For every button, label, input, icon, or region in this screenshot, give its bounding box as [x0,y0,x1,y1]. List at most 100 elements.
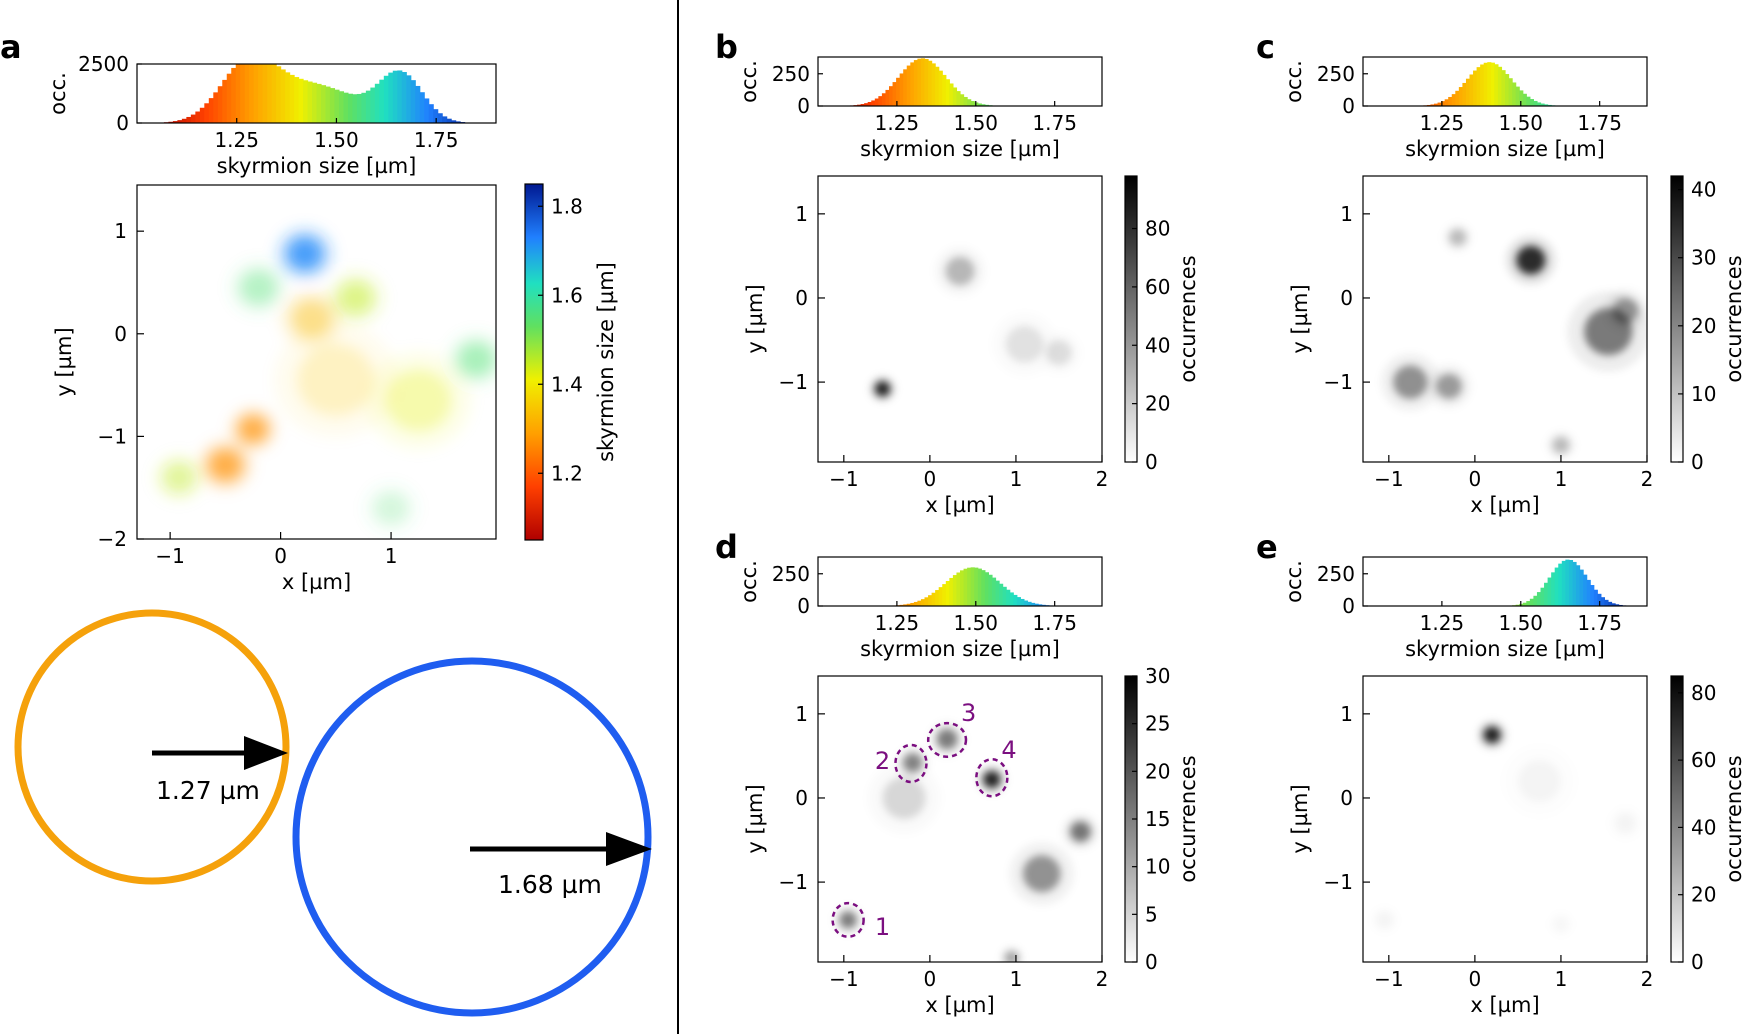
x-tick-label: −1 [155,544,184,568]
cluster-annotation-label: 3 [961,699,976,727]
histogram-bar [249,64,255,123]
histogram-bar [903,604,908,606]
x-tick-label: 0 [274,544,287,568]
histogram-bar [1551,572,1556,606]
histogram-bar [1002,586,1007,606]
histogram-bar [172,121,178,123]
y-axis-label: y [µm] [743,784,767,853]
histogram-bar [913,60,918,106]
large-radius-arrow-head [606,832,652,866]
density-blob [1483,726,1501,744]
histogram-ytick-label: 250 [772,562,810,586]
histogram-frame [1362,56,1648,107]
histogram-bar [1013,594,1018,606]
colorbar-tick-label: 80 [1691,681,1716,705]
colorbar-group: 0 5 10 15 20 25 30 occurrences [1124,664,1200,974]
size-circles: 1.27 µm 1.68 µm [14,609,652,1017]
histogram-xlabel: skyrmion size [µm] [1405,137,1605,161]
cluster-annotation-label: 2 [875,747,890,775]
histogram-bar [258,64,264,123]
x-tick-label: 2 [1641,467,1654,491]
histogram-bar [1536,592,1542,606]
density-blob [238,415,268,443]
histogram: 1.25 1.50 1.75 0 2500 skyrmion size [µm] occ. [46,52,497,178]
histogram-ytick-label: 250 [1317,62,1355,86]
histogram-xtick-label: 1.25 [875,611,920,635]
histogram-bar [952,575,958,606]
plot-background [818,176,1102,462]
histogram-bar [1558,563,1563,606]
density-map: −1 0 1 2 −1 0 1 x [µm] y [µm] [743,175,1108,517]
histogram-bar [1434,103,1439,106]
panel-b-chart: 1.25 1.50 1.75 0 250 skyrmion size [µm] occ. −1… [737,56,1200,517]
histogram-ytick-label: 0 [1342,594,1355,618]
histogram-bar [320,85,327,123]
histogram-bar [903,69,908,106]
histogram-bar [942,584,947,606]
histogram-xtick-label: 1.50 [954,111,999,135]
cluster-annotation-ellipse [975,758,1009,798]
histogram-bar [406,75,412,123]
histogram-bar [1483,62,1488,106]
histogram-bar [343,92,349,123]
histogram-bar [294,77,300,123]
histogram-bar [271,64,277,123]
histogram-xtick-label: 1.25 [1420,611,1465,635]
histogram-bar [267,64,273,123]
colorbar-tick-label: 40 [1145,333,1170,357]
x-tick-label: −1 [829,467,858,491]
histogram-bar [352,94,358,123]
colorbar-label: occurrences [1176,255,1200,382]
colorbar-tick-label: 0 [1145,450,1158,474]
histogram-bar [204,103,210,123]
histogram-bar [967,567,972,606]
x-axis-label: x [µm] [925,493,994,517]
histogram-bar [1540,587,1545,606]
histogram-bar [867,101,872,106]
histogram-bar [878,96,883,106]
plot-background [818,676,1102,962]
colorbar-tick-label: 0 [1691,950,1704,974]
histogram-bars [1512,559,1627,606]
density-blob [1552,916,1569,933]
histogram-bar [428,104,434,123]
histogram-ylabel: occ. [46,72,70,115]
histogram-bar [347,93,353,123]
histogram-bar [881,93,887,106]
histogram-bar [1561,560,1566,606]
density-map: −1 0 1 2 −1 0 1 x [µm] y [µm] [1288,675,1653,1017]
histogram-bar [253,64,259,123]
histogram-bar [1522,602,1527,606]
histogram-bar [1437,102,1442,106]
density-blob [903,753,923,772]
histogram-bar [361,92,367,123]
y-axis-label: y [µm] [1288,784,1312,853]
histogram-bar [370,87,376,123]
histogram-bar [1586,579,1591,606]
histogram-ylabel: occ. [737,60,761,103]
histogram-bar [231,67,237,123]
histogram-bar [1547,577,1552,606]
x-tick-label: 1 [1010,967,1023,991]
histogram-bar [388,72,394,123]
histogram-bar [892,82,897,106]
density-layer [154,227,496,533]
cluster-annotation-label: 4 [1001,736,1016,764]
histogram-bar [1023,600,1029,606]
histogram-bar [871,100,876,106]
x-axis-label: x [µm] [282,570,351,594]
density-map: −1 0 1 2 −1 0 1 x [µm] y [µm] [1288,175,1654,517]
cluster-annotation-ellipse [831,901,865,938]
histogram-bar [1038,604,1043,606]
colorbar-tick-label: 10 [1145,855,1170,879]
histogram-bars [1423,62,1556,106]
x-axis-label: x [µm] [1470,493,1539,517]
histogram-bar [917,58,922,106]
histogram-bar [1487,62,1492,106]
histogram-bar [860,104,865,106]
y-tick-label: −1 [779,870,808,894]
histogram-bar [1554,567,1559,606]
histogram-bar [419,92,425,123]
histogram-xlabel: skyrmion size [µm] [860,637,1060,661]
